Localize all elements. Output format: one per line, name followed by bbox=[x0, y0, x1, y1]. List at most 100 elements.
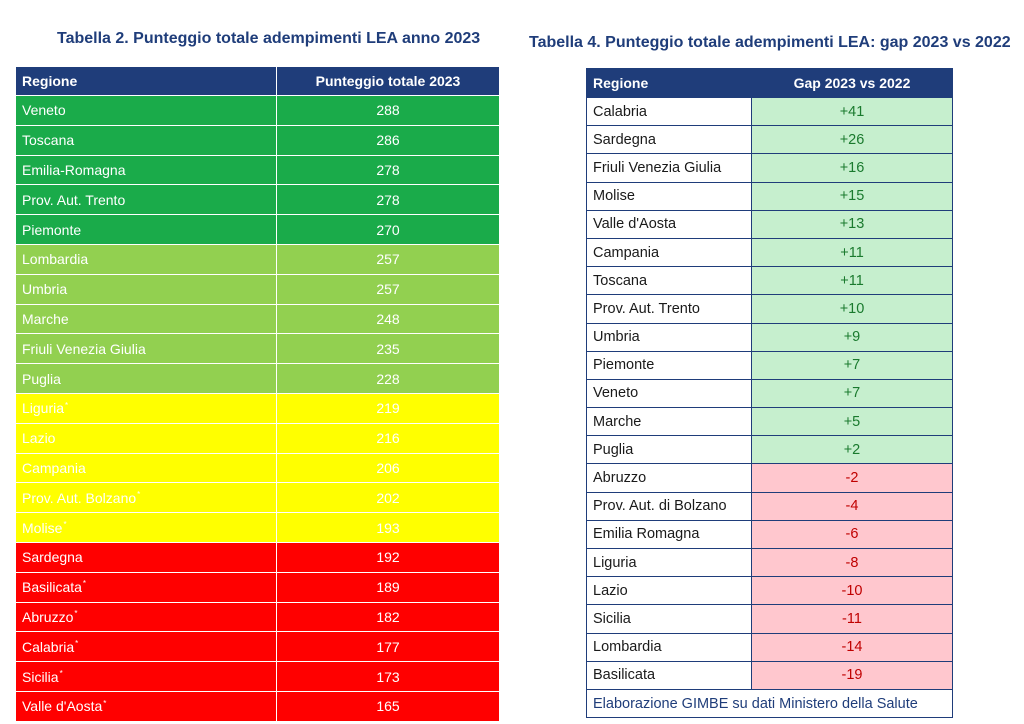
table4-row: Prov. Aut. di Bolzano -4 bbox=[586, 491, 953, 521]
table2-row: Lombardia 257 bbox=[15, 243, 500, 275]
table4-row: Molise +15 bbox=[586, 181, 953, 211]
table2-score-cell: 278 bbox=[276, 184, 500, 216]
table4-gap-cell: +10 bbox=[751, 294, 953, 324]
table2-region-cell: Piemonte bbox=[15, 214, 277, 245]
table2-region-cell: Lazio bbox=[15, 422, 277, 454]
table2-score-cell: 189 bbox=[276, 571, 500, 603]
table2-score-cell: 257 bbox=[276, 243, 500, 275]
table4-region-cell: Sicilia bbox=[586, 604, 752, 634]
table2-score-cell: 216 bbox=[276, 422, 500, 454]
table4-row: Abruzzo -2 bbox=[586, 463, 953, 493]
region-name: Friuli Venezia Giulia bbox=[22, 340, 146, 357]
table4-gap-cell: +41 bbox=[751, 96, 953, 127]
table2-body: Veneto 288 Toscana 286 Emilia-Romagna 278 Prov… bbox=[15, 95, 500, 722]
table2-region-cell: Molise* bbox=[15, 512, 277, 543]
table2-score-cell: 177 bbox=[276, 631, 500, 663]
table4-row: Liguria -8 bbox=[586, 547, 953, 578]
table4-row: Veneto +7 bbox=[586, 378, 953, 409]
table4-region-cell: Liguria bbox=[586, 547, 752, 578]
table4-gap-cell: +2 bbox=[751, 435, 953, 465]
table4-region-cell: Toscana bbox=[586, 266, 752, 296]
table4-gap-cell: +16 bbox=[751, 153, 953, 183]
table4-gap-cell: -11 bbox=[751, 604, 953, 634]
table2-row: Molise* 193 bbox=[15, 512, 500, 543]
table2-region-cell: Veneto bbox=[15, 95, 277, 126]
table2-region-cell: Prov. Aut. Trento bbox=[15, 184, 277, 216]
table2-col-regione: Regione bbox=[15, 66, 277, 96]
table2-score-cell: 193 bbox=[276, 512, 500, 543]
table2-region-cell: Marche bbox=[15, 303, 277, 335]
table4-gap-cell: -19 bbox=[751, 660, 953, 690]
table2-row: Liguria* 219 bbox=[15, 392, 500, 424]
table2-score-cell: 228 bbox=[276, 363, 500, 394]
table4-region-cell: Puglia bbox=[586, 435, 752, 465]
table4-row: Valle d'Aosta +13 bbox=[586, 209, 953, 239]
table2-region-cell: Lombardia bbox=[15, 243, 277, 275]
table4: Regione Gap 2023 vs 2022 Calabria +41 Sard… bbox=[586, 68, 953, 719]
table2-score-cell: 286 bbox=[276, 124, 500, 156]
region-name: Molise bbox=[22, 519, 63, 536]
table2-region-cell: Campania bbox=[15, 452, 277, 484]
asterisk-mark: * bbox=[65, 400, 69, 410]
region-name: Prov. Aut. Trento bbox=[22, 191, 126, 208]
table4-region-cell: Lazio bbox=[586, 576, 752, 606]
table4-row: Basilicata -19 bbox=[586, 660, 953, 690]
table2-score-cell: 278 bbox=[276, 154, 500, 186]
table4-gap-cell: -6 bbox=[751, 519, 953, 550]
table2-row: Puglia 228 bbox=[15, 363, 500, 394]
asterisk-mark: * bbox=[137, 490, 141, 500]
table2-row: Veneto 288 bbox=[15, 95, 500, 126]
table4-gap-cell: -14 bbox=[751, 632, 953, 662]
table2-row: Prov. Aut. Bolzano* 202 bbox=[15, 482, 500, 514]
table4-header-row: Regione Gap 2023 vs 2022 bbox=[586, 68, 953, 98]
region-name: Piemonte bbox=[22, 221, 82, 238]
table4-col-gap: Gap 2023 vs 2022 bbox=[751, 68, 953, 98]
table2-row: Basilicata* 189 bbox=[15, 571, 500, 603]
table4-col-regione: Regione bbox=[586, 68, 752, 98]
table4-row: Emilia Romagna -6 bbox=[586, 519, 953, 550]
table4-row: Toscana +11 bbox=[586, 266, 953, 296]
table2-region-cell: Prov. Aut. Bolzano* bbox=[15, 482, 277, 514]
table2-score-cell: 173 bbox=[276, 661, 500, 692]
region-name: Abruzzo bbox=[22, 608, 74, 625]
table4-row: Lombardia -14 bbox=[586, 632, 953, 662]
table2-region-cell: Abruzzo* bbox=[15, 601, 277, 633]
table2-score-cell: 192 bbox=[276, 541, 500, 573]
table4-gap-cell: +13 bbox=[751, 209, 953, 239]
region-name: Umbria bbox=[22, 281, 68, 298]
table2-score-cell: 257 bbox=[276, 273, 500, 305]
table4-region-cell: Emilia Romagna bbox=[586, 519, 752, 550]
table4-row: Campania +11 bbox=[586, 237, 953, 268]
table2-row: Piemonte 270 bbox=[15, 214, 500, 245]
table4-region-cell: Calabria bbox=[586, 96, 752, 127]
table2-row: Valle d'Aosta* 165 bbox=[15, 690, 500, 722]
table4-region-cell: Piemonte bbox=[586, 350, 752, 380]
region-name: Valle d'Aosta bbox=[22, 698, 103, 715]
table4-source-row: Elaborazione GIMBE su dati Ministero del… bbox=[586, 688, 953, 719]
table4-region-cell: Prov. Aut. di Bolzano bbox=[586, 491, 752, 521]
table2-row: Marche 248 bbox=[15, 303, 500, 335]
table2-col-punteggio: Punteggio totale 2023 bbox=[276, 66, 500, 96]
table4-region-cell: Campania bbox=[586, 237, 752, 268]
table4-gap-cell: +9 bbox=[751, 322, 953, 352]
table4-region-cell: Lombardia bbox=[586, 632, 752, 662]
table2-score-cell: 206 bbox=[276, 452, 500, 484]
table4-row: Sicilia -11 bbox=[586, 604, 953, 634]
table2-row: Abruzzo* 182 bbox=[15, 601, 500, 633]
table2-region-cell: Sicilia* bbox=[15, 661, 277, 692]
table2-region-cell: Emilia-Romagna bbox=[15, 154, 277, 186]
table2-region-cell: Calabria* bbox=[15, 631, 277, 663]
region-name: Toscana bbox=[22, 132, 75, 149]
table4-row: Umbria +9 bbox=[586, 322, 953, 352]
table2-score-cell: 219 bbox=[276, 392, 500, 424]
table4-region-cell: Veneto bbox=[586, 378, 752, 409]
region-name: Calabria bbox=[22, 638, 75, 655]
table2-score-cell: 165 bbox=[276, 690, 500, 722]
table2-region-cell: Umbria bbox=[15, 273, 277, 305]
table4-gap-cell: -8 bbox=[751, 547, 953, 578]
table4-title: Tabella 4. Punteggio totale adempimenti … bbox=[529, 34, 1011, 51]
table4-gap-cell: -10 bbox=[751, 576, 953, 606]
table4-region-cell: Friuli Venezia Giulia bbox=[586, 153, 752, 183]
table2-row: Umbria 257 bbox=[15, 273, 500, 305]
table2-row: Sardegna 192 bbox=[15, 541, 500, 573]
